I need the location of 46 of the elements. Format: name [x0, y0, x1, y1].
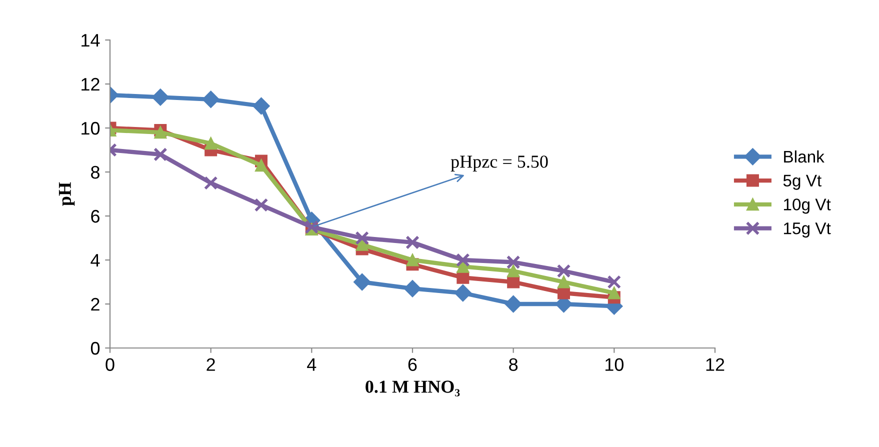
point: [355, 231, 370, 245]
y-tick-label: 0: [90, 342, 100, 355]
point: [153, 147, 168, 162]
y-tick-label: 8: [91, 166, 100, 179]
point: [254, 198, 268, 212]
point: [354, 273, 371, 291]
point: [556, 264, 571, 278]
x-tick-label: 10: [606, 358, 624, 371]
x-tick-label: 6: [408, 358, 417, 371]
point: [202, 90, 220, 108]
y-tick-label: 2: [91, 298, 100, 311]
point: [204, 137, 218, 150]
point: [204, 176, 218, 190]
point: [456, 253, 470, 267]
x-tick-label: 12: [706, 358, 724, 371]
legend-label: 15g Vt: [784, 222, 831, 238]
y-tick-label: 6: [91, 210, 100, 223]
point: [154, 126, 167, 139]
point: [558, 276, 570, 288]
point: [608, 286, 620, 300]
point: [404, 280, 422, 298]
point: [406, 254, 419, 266]
point: [607, 275, 622, 289]
point: [506, 255, 520, 270]
legend-label: Blank: [784, 150, 824, 163]
y-tick-label: 14: [82, 34, 100, 47]
point: [507, 264, 520, 278]
x-axis-title: 0.1 M HNO₃: [366, 380, 460, 396]
x-tick-label: 4: [307, 358, 316, 371]
x-tick-label: 0: [106, 358, 114, 371]
legend-label: 10g Vt: [784, 198, 831, 214]
point: [504, 295, 522, 313]
x-tick-label: 8: [509, 358, 518, 371]
y-tick-label: 12: [82, 78, 100, 91]
legend-label: 5g Vt: [783, 174, 822, 190]
point: [255, 159, 268, 172]
point: [406, 235, 420, 250]
annotation: pHpzc = 5.50: [450, 156, 548, 172]
y-tick-label: 10: [82, 122, 100, 135]
y-axis-title: pH: [58, 182, 75, 206]
y-tick-label: 4: [90, 254, 100, 267]
point: [454, 284, 472, 302]
point: [558, 286, 570, 300]
point: [252, 97, 270, 115]
point: [152, 88, 169, 106]
x-tick-label: 2: [206, 358, 215, 371]
